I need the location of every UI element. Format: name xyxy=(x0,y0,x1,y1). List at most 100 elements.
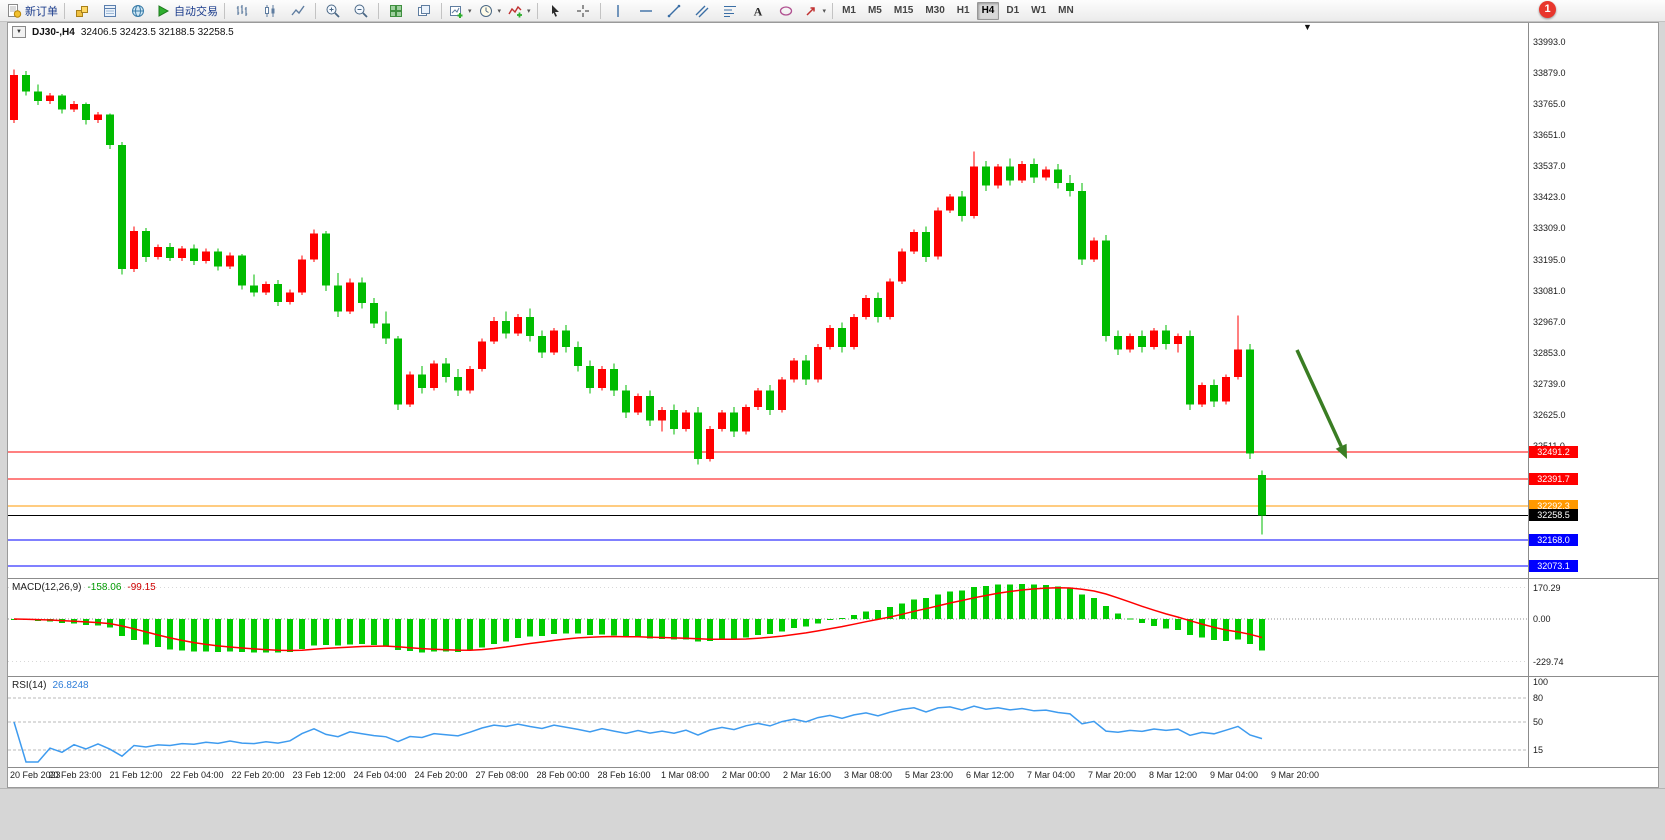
price-tick-label: 32853.0 xyxy=(1533,348,1566,358)
rsi-panel[interactable] xyxy=(8,677,1529,766)
rsi-value: 26.8248 xyxy=(52,680,89,691)
price-level-tag: 32391.7 xyxy=(1529,473,1578,485)
toolbar-separator xyxy=(536,2,538,19)
macd-tick-label: 170.29 xyxy=(1533,582,1561,593)
chart-bars-icon xyxy=(234,3,250,19)
horizontal-line-button[interactable] xyxy=(632,0,660,22)
timeframe-m15-button[interactable]: M15 xyxy=(893,4,914,16)
toolbar-separator xyxy=(441,2,442,19)
rsi-tick-label: 80 xyxy=(1533,693,1544,703)
indicators-icon xyxy=(507,3,523,19)
chevron-down-icon[interactable]: ▼ xyxy=(1303,22,1312,32)
data-window-button[interactable] xyxy=(96,0,124,22)
macd-tick-label: 0.00 xyxy=(1533,614,1551,624)
auto-trading-button[interactable]: 自动交易 xyxy=(152,0,221,22)
periods-button[interactable]: ▾ xyxy=(475,0,505,22)
date-label: 5 Mar 23:00 xyxy=(904,770,954,780)
svg-text:A: A xyxy=(753,4,762,18)
new-order-icon xyxy=(6,3,22,19)
price-tick-label: 33993.0 xyxy=(1533,36,1566,47)
toolbar-separator xyxy=(64,2,65,19)
rsi-label: RSI(14) 26.8248 xyxy=(12,680,89,691)
arrows-tool-button[interactable]: ▾ xyxy=(800,0,830,22)
symbol-period-label: DJ30-,H4 xyxy=(32,26,75,38)
date-label: 1 Mar 08:00 xyxy=(660,770,710,780)
date-label: 3 Mar 08:00 xyxy=(843,770,893,780)
zoom-out-icon xyxy=(353,3,369,19)
notification-badge[interactable]: 1 xyxy=(1539,1,1556,18)
timeframe-m30-button[interactable]: M30 xyxy=(925,4,945,16)
date-label: 21 Feb 12:00 xyxy=(109,770,163,780)
new-chart-icon xyxy=(448,3,464,19)
panel-separator[interactable] xyxy=(8,676,1659,677)
zoom-in-icon xyxy=(325,3,341,19)
text-tool-button[interactable]: A xyxy=(744,0,772,22)
timeframe-mn-button[interactable]: MN xyxy=(1058,4,1074,16)
crosshair-icon xyxy=(575,3,591,19)
rsi-tick-label: 50 xyxy=(1533,717,1544,727)
date-label: 8 Mar 12:00 xyxy=(1148,770,1198,780)
new-order-button[interactable]: 新订单 xyxy=(3,0,61,22)
channel-button[interactable] xyxy=(688,0,716,22)
price-level-tag: 32073.1 xyxy=(1529,560,1578,572)
date-label: 22 Feb 04:00 xyxy=(170,770,224,780)
toolbar: 新订单 自动交易 ▾ ▾ ▾ A ▾ M1 M5 M15 M30 H1 H4 D1 W1 MN xyxy=(0,0,1665,22)
zoom-in-button[interactable] xyxy=(319,0,347,22)
crosshair-button[interactable] xyxy=(569,0,597,22)
rsi-tick-label: 100 xyxy=(1533,677,1549,687)
hline-icon xyxy=(638,3,654,19)
toolbar-separator xyxy=(224,2,225,19)
toolbar-separator xyxy=(832,2,834,19)
vertical-line-button[interactable] xyxy=(604,0,632,22)
price-tick-label: 32967.0 xyxy=(1533,316,1566,327)
tile-windows-button[interactable] xyxy=(410,0,438,22)
macd-name: MACD(12,26,9) xyxy=(12,582,82,593)
indicators-button[interactable]: ▾ xyxy=(504,0,534,22)
market-watch-icon xyxy=(74,3,90,19)
new-order-button-label: 新订单 xyxy=(25,5,58,18)
timeframe-m5-button[interactable]: M5 xyxy=(867,4,882,16)
chart-candles-button[interactable] xyxy=(256,0,284,22)
new-chart-button[interactable]: ▾ xyxy=(445,0,475,22)
chart-candles-icon xyxy=(262,3,278,19)
date-label: 24 Feb 04:00 xyxy=(353,770,407,780)
text-icon: A xyxy=(750,3,766,19)
vline-icon xyxy=(610,3,626,19)
cursor-icon xyxy=(547,3,563,19)
macd-panel[interactable] xyxy=(8,579,1529,675)
navigator-button[interactable] xyxy=(124,0,152,22)
date-label: 6 Mar 12:00 xyxy=(965,770,1015,780)
date-label: 27 Feb 08:00 xyxy=(475,770,529,780)
timeframe-h1-button[interactable]: H1 xyxy=(956,4,970,16)
auto-arrange-button[interactable] xyxy=(382,0,410,22)
date-label: 7 Mar 20:00 xyxy=(1087,770,1137,780)
date-label: 22 Feb 20:00 xyxy=(231,770,285,780)
shapes-icon xyxy=(778,3,794,19)
date-label: 2 Mar 00:00 xyxy=(721,770,771,780)
macd-signal-value: -99.15 xyxy=(127,582,156,593)
price-tick-label: 33423.0 xyxy=(1533,192,1566,203)
timeframe-h4-button[interactable]: H4 xyxy=(976,1,1000,20)
price-chart[interactable] xyxy=(8,23,1529,579)
date-label: 20 Feb 23:00 xyxy=(48,770,102,780)
auto-trading-icon xyxy=(155,3,171,19)
trendline-button[interactable] xyxy=(660,0,688,22)
chart-bars-button[interactable] xyxy=(228,0,256,22)
chart-line-button[interactable] xyxy=(284,0,312,22)
ohlc-values: 32406.5 32423.5 32188.5 32258.5 xyxy=(80,26,234,38)
symbol-dropdown-button[interactable]: ▼ xyxy=(12,26,26,38)
fibonacci-button[interactable] xyxy=(716,0,744,22)
shapes-button[interactable] xyxy=(772,0,800,22)
date-label: 9 Mar 20:00 xyxy=(1270,770,1320,780)
timeframe-w1-button[interactable]: W1 xyxy=(1031,4,1047,16)
chart-line-icon xyxy=(290,3,306,19)
zoom-out-button[interactable] xyxy=(347,0,375,22)
price-tick-label: 33651.0 xyxy=(1533,129,1566,140)
timeframe-d1-button[interactable]: D1 xyxy=(1006,4,1020,16)
timeframe-m1-button[interactable]: M1 xyxy=(842,4,856,16)
market-watch-button[interactable] xyxy=(68,0,96,22)
cursor-button[interactable] xyxy=(541,0,569,22)
chevron-down-icon: ▾ xyxy=(822,7,827,15)
panel-separator[interactable] xyxy=(8,578,1659,579)
price-tick-label: 33765.0 xyxy=(1533,98,1566,109)
